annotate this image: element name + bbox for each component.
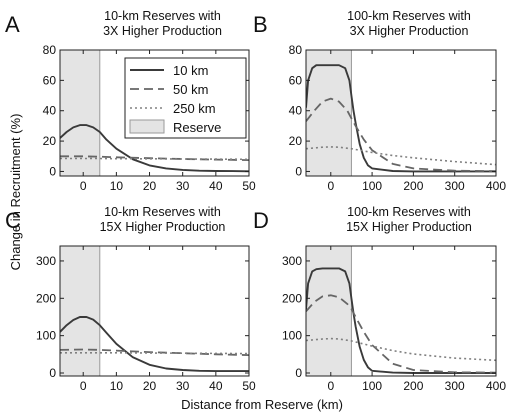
y-tick-label: 80 [289,43,303,57]
x-tick-label: 50 [242,379,256,393]
y-tick-label: 0 [295,164,302,178]
y-tick-label: 80 [43,43,57,57]
panel-title-line: 3X Higher Production [103,24,222,38]
x-tick-label: 400 [486,379,506,393]
reserve-region [60,246,100,376]
plot-frame [305,245,497,377]
panel-letter: B [253,12,268,37]
series-line-50km [60,155,249,161]
x-tick-label: 100 [362,379,382,393]
x-tick-label: 0 [80,379,87,393]
series-line-250km [306,337,496,362]
series-line-250km [60,157,249,161]
y-tick-label: 60 [43,73,57,87]
y-tick-label: 40 [43,104,57,118]
x-tick-label: 300 [445,179,465,193]
series-line-10km [60,316,249,373]
x-tick-label: 10 [110,379,124,393]
panels: 0 10 20 30 40 50 0 20 40 60 80 A 10-km Reserves with… [5,9,506,393]
reserve-region [60,50,100,176]
panel-letter: D [253,208,269,233]
panel-title-line: 10-km Reserves with [104,205,221,219]
series-group [60,124,249,173]
reserve-region [306,246,352,376]
y-tick-label: 100 [282,329,302,343]
panel-d: 0 100 200 300 400 0 100 200 300 D 100-km Reserves … [253,205,506,393]
x-tick-label: 0 [327,179,334,193]
series-line-50km [306,97,496,172]
series-line-250km [60,352,249,355]
series-line-50km [60,348,249,356]
x-tick-label: 20 [143,379,157,393]
panel-a: 0 10 20 30 40 50 0 20 40 60 80 A 10-km Reserves with… [5,9,256,193]
panel-title-line: 10-km Reserves with [104,9,221,23]
panel-b: 0 100 200 300 400 0 20 40 60 80 B 100-km Reserves w… [253,9,506,193]
panel-letter: C [5,208,21,233]
x-axis-label: Distance from Reserve (km) [181,397,343,412]
panel-title-line: 100-km Reserves with [347,205,471,219]
reserve-region [306,50,352,176]
x-tick-label: 300 [445,379,465,393]
x-tick-label: 20 [143,179,157,193]
legend-label: 50 km [173,82,208,97]
legend: 10 km 50 km 250 km Reserve [124,57,247,139]
y-tick-label: 20 [289,134,303,148]
x-tick-label: 50 [242,179,256,193]
y-tick-label: 0 [49,366,56,380]
x-tick-label: 400 [486,179,506,193]
legend-label: 250 km [173,101,216,116]
plot-frame [59,49,250,177]
y-tick-label: 0 [49,164,56,178]
panel-title-line: 15X Higher Production [346,220,472,234]
y-tick-label: 40 [289,104,303,118]
legend-swatch-reserve [129,119,165,134]
x-tick-label: 10 [110,179,124,193]
legend-label: 10 km [173,63,208,78]
series-line-10km [60,124,249,173]
x-tick-label: 200 [403,379,423,393]
y-tick-label: 20 [43,134,57,148]
series-group [306,64,496,173]
panel-title-line: 3X Higher Production [350,24,469,38]
plot-frame [305,49,497,177]
x-tick-label: 200 [403,179,423,193]
legend-label: Reserve [173,120,221,135]
y-tick-label: 300 [282,254,302,268]
series-group [306,267,496,374]
panel-letter: A [5,12,20,37]
x-tick-label: 30 [176,179,190,193]
x-tick-label: 30 [176,379,190,393]
y-tick-label: 100 [36,329,56,343]
series-line-10km [306,64,496,173]
x-tick-label: 0 [327,379,334,393]
y-axis-label: Change in Recruitment (%) [8,114,23,271]
panel-c: 0 10 20 30 40 50 0 100 200 300 C 10-km Reserves wit… [5,205,256,393]
x-tick-label: 40 [209,179,223,193]
series-line-10km [306,267,496,374]
y-tick-label: 200 [36,291,56,305]
series-line-250km [306,146,496,166]
x-tick-label: 100 [362,179,382,193]
y-tick-label: 300 [36,254,56,268]
x-tick-label: 40 [209,379,223,393]
series-group [60,316,249,373]
y-tick-label: 60 [289,73,303,87]
y-tick-label: 0 [295,366,302,380]
panel-title-line: 100-km Reserves with [347,9,471,23]
series-line-50km [306,294,496,374]
plot-frame [59,245,250,377]
y-tick-label: 200 [282,291,302,305]
panel-title-line: 15X Higher Production [100,220,226,234]
x-tick-label: 0 [80,179,87,193]
